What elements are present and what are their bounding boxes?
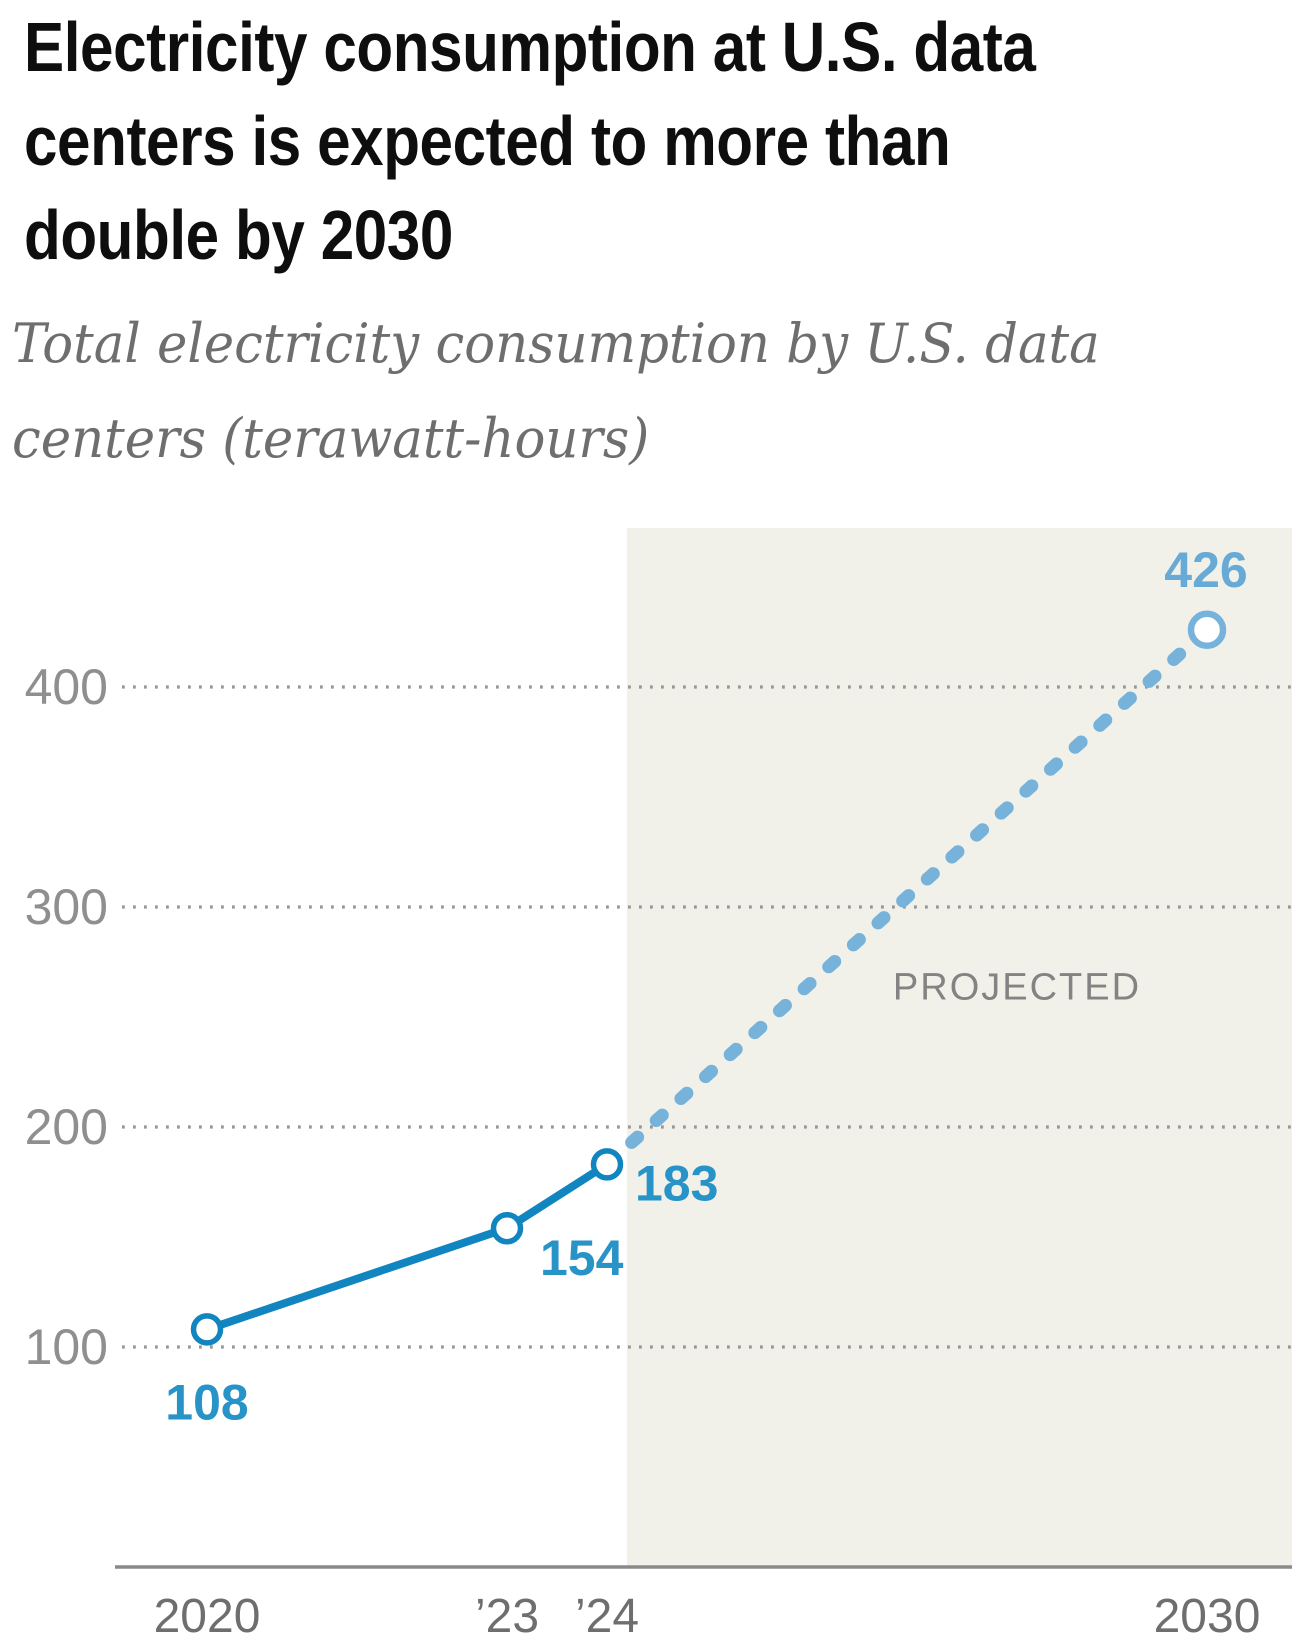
y-tick-label: 400 <box>25 659 108 715</box>
chart-subtitle: Total electricity consumption by U.S. da… <box>12 296 1292 486</box>
projected-region <box>627 528 1292 1567</box>
data-point-2024 <box>590 1148 624 1181</box>
value-label-2023: 154 <box>540 1230 624 1286</box>
y-tick-label: 200 <box>25 1099 108 1155</box>
data-point-2023 <box>490 1211 524 1245</box>
x-tick-label-2023: ’23 <box>475 1590 539 1643</box>
projected-label: PROJECTED <box>893 966 1141 1008</box>
x-tick-label-2020: 2020 <box>154 1590 261 1643</box>
data-point-2020 <box>190 1313 224 1346</box>
chart-title-text: Electricity consumption at U.S. data cen… <box>24 8 1036 274</box>
chart-subtitle-text: Total electricity consumption by U.S. da… <box>12 312 1100 470</box>
data-point-2030 <box>1187 610 1227 650</box>
line-projected <box>600 623 1214 1171</box>
y-tick-label: 300 <box>25 879 108 935</box>
value-label-2024: 183 <box>635 1155 718 1211</box>
value-label-2020: 108 <box>165 1374 248 1430</box>
x-tick-label-2030: 2030 <box>1154 1590 1261 1643</box>
chart-title: Electricity consumption at U.S. data cen… <box>24 0 1292 282</box>
value-label-2030: 426 <box>1164 542 1247 598</box>
y-tick-label: 100 <box>25 1319 108 1375</box>
x-tick-label-2024: ’24 <box>575 1590 639 1643</box>
